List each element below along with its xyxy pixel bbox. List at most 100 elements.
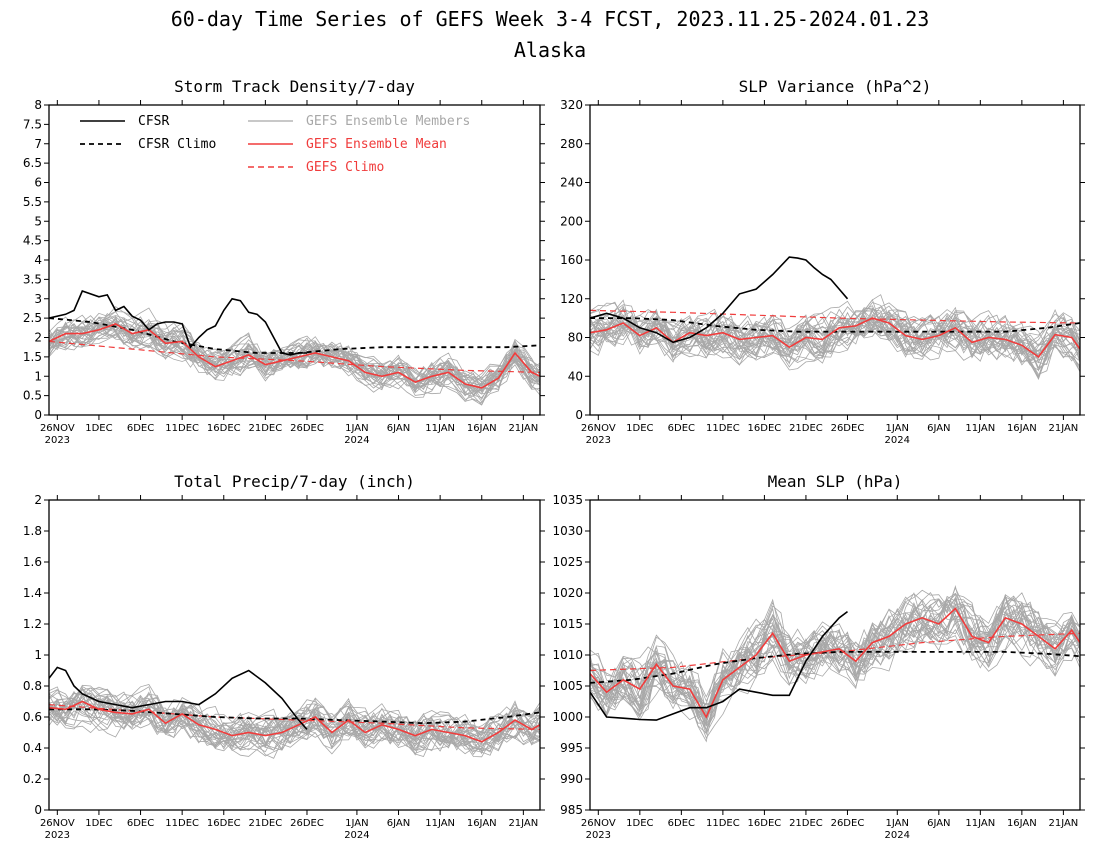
x-tick-label: 21JAN [508,423,538,434]
x-tick-year: 2023 [45,830,70,841]
x-tick-label: 11DEC [165,818,199,829]
x-tick-label: 6DEC [127,818,154,829]
series-cfsr [590,256,849,344]
member-line [49,693,540,749]
member-line [49,322,540,392]
series-gefs-climo [590,309,1080,324]
x-tick-label: 26DEC [290,818,324,829]
y-tick-label: 1020 [552,586,583,600]
y-tick-label: 1000 [552,710,583,724]
member-line [590,589,1080,719]
x-tick-label: 11JAN [425,423,455,434]
y-tick-label: 6.5 [23,156,42,170]
y-tick-label: 120 [560,292,583,306]
x-tick-label: 1DEC [85,423,112,434]
member-line [590,307,1080,357]
member-line [590,594,1080,715]
y-tick-label: 1.5 [23,350,42,364]
y-tick-label: 40 [568,369,583,383]
member-line [49,688,540,752]
x-tick-label: 26NOV [581,818,616,829]
series-gefs-ensemble-mean [590,607,1080,719]
plot-frame [589,104,1081,416]
member-line [49,323,540,398]
series-cfsr [49,289,307,356]
ensemble-members [49,684,540,759]
series-cfsr [590,610,848,721]
y-tick-label: 0.6 [23,710,42,724]
x-tick-label: 11JAN [425,818,455,829]
series-gefs-climo [49,340,540,373]
legend-label-members: GEFS Ensemble Members [306,114,470,129]
x-tick-label: 1DEC [85,818,112,829]
x-tick-label: 16DEC [748,423,782,434]
y-tick-label: 0.2 [23,772,42,786]
chart-panel-3: Total Precip/7-day (inch)00.20.40.60.811… [23,472,545,841]
y-tick-label: 1 [34,648,42,662]
x-tick-label: 26DEC [831,423,865,434]
x-tick-label: 6DEC [668,423,695,434]
y-tick-label: 0.5 [23,389,42,403]
y-tick-label: 1010 [552,648,583,662]
y-tick-label: 985 [560,803,583,817]
x-tick-year: 2023 [586,435,611,446]
x-tick-year: 2024 [344,435,369,446]
panels-container: Storm Track Density/7-day 0 0.5 1 1.5 2 2.5 3 3.… [23,77,1085,841]
x-tick-label: 16JAN [1007,818,1037,829]
series-cfsr [49,666,308,730]
member-line [49,684,540,752]
series-lines [49,666,540,743]
y-tick-label: 1005 [552,679,583,693]
member-line [590,305,1080,364]
y-tick-label: 2 [34,331,42,345]
legend-label-ens-mean: GEFS Ensemble Mean [306,137,447,152]
y-tick-label: 1035 [552,493,583,507]
y-tick-label: 0 [34,803,42,817]
legend-label-gefs-climo: GEFS Climo [306,160,384,175]
x-tick-label: 21DEC [249,423,283,434]
y-tick-label: 1015 [552,617,583,631]
x-tick-label: 21JAN [1048,818,1078,829]
y-tick-label: 1025 [552,555,583,569]
y-tick-label: 995 [560,741,583,755]
series-cfsr-climo [49,708,540,725]
y-tick-label: 5.5 [23,195,42,209]
series-lines [590,256,1080,359]
chart-panel-2: SLP Variance (hPa^2) 0 40 80 120 160 200 240 280… [560,77,1085,446]
panel-title: Storm Track Density/7-day [174,77,415,96]
y-tick-label: 1 [34,369,42,383]
figure-subtitle: Alaska [514,38,586,62]
legend-label-cfsr-climo: CFSR Climo [138,137,216,152]
member-line [590,314,1080,379]
chart-panel-1: Storm Track Density/7-day 0 0.5 1 1.5 2 2.5 3 3.… [23,77,545,446]
figure-title: 60-day Time Series of GEFS Week 3-4 FCST… [171,7,930,31]
x-tick-label: 26DEC [831,818,865,829]
member-line [49,698,540,752]
legend-label-cfsr: CFSR [138,114,169,129]
x-tick-label: 6DEC [127,423,154,434]
x-tick-year: 2024 [885,830,910,841]
member-line [49,316,540,390]
series-cfsr-climo [590,317,1080,333]
y-tick-label: 3.5 [23,272,42,286]
y-tick-label: 160 [560,253,583,267]
y-tick-label: 4.5 [23,234,42,248]
y-tick-label: 7.5 [23,117,42,131]
x-tick-label: 1JAN [345,818,368,829]
y-tick-label: 7 [34,137,42,151]
y-tick-label: 2 [34,493,42,507]
panel-title: SLP Variance (hPa^2) [739,77,932,96]
member-line [590,616,1080,719]
series-gefs-ensemble-mean [49,700,540,743]
y-tick-label: 0.8 [23,679,42,693]
x-tick-label: 26DEC [290,423,324,434]
plot-frame [48,104,541,416]
x-tick-label: 16JAN [467,423,497,434]
series-lines [590,607,1080,721]
x-tick-label: 6JAN [387,818,410,829]
x-tick-label: 1JAN [886,818,909,829]
y-tick-label: 1.4 [23,586,42,600]
